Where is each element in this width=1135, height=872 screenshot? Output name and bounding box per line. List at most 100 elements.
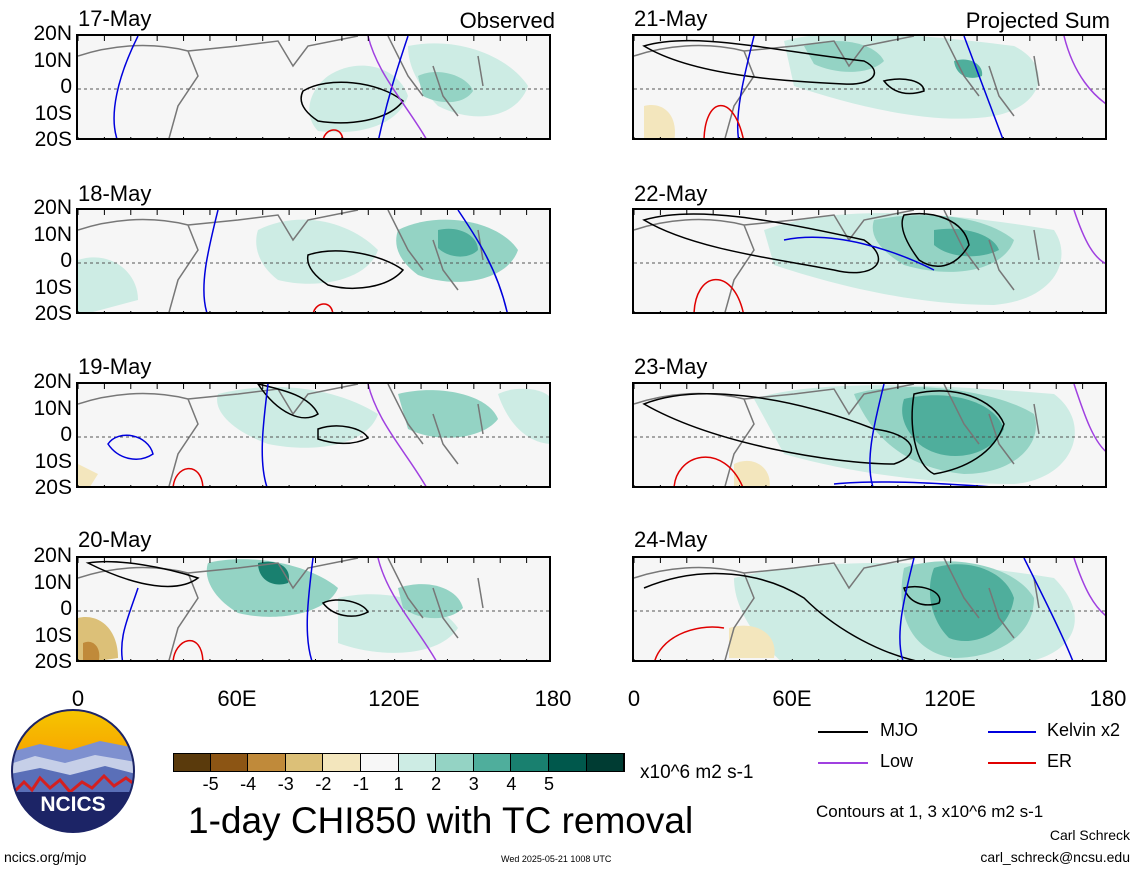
coastline — [78, 36, 484, 138]
ncics-logo: NCICS — [10, 708, 136, 834]
coastline — [78, 384, 484, 486]
contour-line — [457, 210, 508, 312]
map-field — [78, 558, 549, 660]
contour-line — [203, 210, 219, 312]
contour-line — [172, 467, 204, 486]
contour-line — [783, 236, 935, 271]
map-field — [78, 210, 549, 312]
shaded-region — [934, 228, 999, 257]
shaded-region — [256, 219, 378, 284]
panel-date: 23-May — [634, 354, 708, 379]
shaded-region — [83, 641, 100, 660]
contour-line — [261, 384, 269, 486]
legend-swatch-er — [988, 762, 1036, 764]
lat-label: 0 — [60, 597, 72, 620]
colorbar-label: -2 — [315, 774, 332, 794]
map-field — [634, 558, 1105, 660]
lon-label: 60E — [772, 686, 812, 711]
colorbar-label: -3 — [277, 774, 294, 794]
contour-line — [642, 39, 876, 85]
contour-note: Contours at 1, 3 x10^6 m2 s-1 — [816, 802, 1044, 821]
contour-line — [378, 36, 409, 138]
lat-label: 10S — [34, 275, 72, 299]
lat-label: 0 — [60, 423, 72, 446]
map-panel — [76, 208, 551, 314]
shaded-region — [206, 559, 338, 617]
shaded-region — [929, 564, 1014, 642]
lat-label: 10N — [33, 48, 72, 72]
lon-label: 180 — [534, 686, 572, 711]
contour-line — [172, 640, 204, 660]
colorbar-label: 3 — [468, 774, 479, 794]
contour-line — [736, 36, 755, 138]
author-email[interactable]: carl_schreck@ncsu.edu — [980, 849, 1130, 865]
lat-label: 0 — [60, 75, 72, 98]
shaded-region — [729, 625, 775, 658]
colorbar-swatch — [473, 753, 512, 772]
lat-label: 10S — [34, 449, 72, 473]
colorbar-label: 5 — [543, 774, 554, 794]
contour-line — [306, 250, 405, 289]
shaded-region — [78, 464, 98, 486]
shaded-region — [398, 390, 498, 438]
contour-line — [882, 78, 925, 95]
author-name: Carl Schreck — [1049, 827, 1130, 843]
panel-tag: Projected Sum — [965, 8, 1110, 33]
contour-line — [1063, 36, 1105, 105]
contour-line — [317, 425, 369, 445]
lat-label: 10N — [33, 570, 72, 594]
legend-swatch-low — [818, 762, 868, 764]
colorbar-swatch — [323, 753, 361, 772]
map-panel — [632, 382, 1107, 488]
panel-date: 18-May — [78, 181, 152, 206]
contour-line — [321, 599, 369, 617]
map-panel — [632, 34, 1107, 140]
lat-label: 20N — [33, 544, 72, 567]
shaded-region — [418, 71, 473, 103]
colorbar-swatch — [398, 753, 437, 772]
lat-label: 20S — [34, 302, 72, 325]
contour-line — [833, 481, 990, 486]
lon-label: 0 — [627, 686, 641, 711]
shaded-region — [644, 105, 675, 138]
colorbar-swatch — [549, 753, 587, 772]
contour-line — [899, 558, 915, 660]
shaded-region — [398, 584, 463, 619]
coastline — [634, 558, 1040, 660]
colorbar-label: -1 — [352, 774, 369, 794]
contour-line — [643, 572, 917, 660]
contour-line — [306, 558, 314, 660]
panel-date: 24-May — [634, 527, 708, 552]
lat-label: 10S — [34, 101, 72, 125]
panel-tag: Observed — [459, 8, 555, 33]
coastline — [634, 210, 1040, 312]
contour-line — [869, 384, 885, 486]
colorbar-label: 1 — [393, 774, 404, 794]
lat-label: 10N — [33, 396, 72, 420]
colorbar-label: -5 — [202, 774, 219, 794]
colorbar-label: -4 — [240, 774, 257, 794]
contour-line — [703, 104, 744, 138]
map-field — [634, 36, 1105, 138]
map-panel — [76, 382, 551, 488]
contour-line — [1023, 558, 1074, 660]
contour-line — [963, 36, 1004, 138]
site-link[interactable]: ncics.org/mjo — [4, 849, 87, 865]
colorbar-label: 2 — [431, 774, 442, 794]
lat-label: 20S — [34, 476, 72, 499]
contour-line — [1073, 210, 1105, 264]
panel-date: 19-May — [78, 354, 152, 379]
legend-label: MJO — [880, 720, 918, 740]
map-panel — [76, 556, 551, 662]
map-panel — [76, 34, 551, 140]
lon-label: 120E — [924, 686, 976, 711]
lon-label: 120E — [368, 686, 420, 711]
contour-line — [367, 384, 427, 486]
map-field — [78, 384, 549, 486]
colorbar-frame — [173, 753, 625, 772]
shaded-region — [438, 228, 478, 257]
contour-line — [85, 560, 200, 588]
contour-line — [367, 36, 427, 138]
colorbar-label: 4 — [506, 774, 517, 794]
lon-label: 60E — [217, 686, 257, 711]
